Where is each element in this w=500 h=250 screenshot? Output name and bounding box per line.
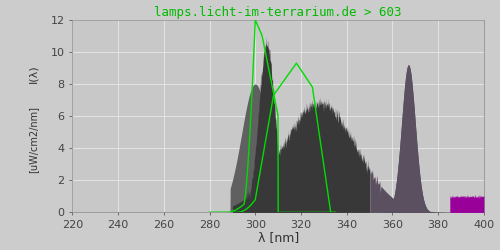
Text: I(λ): I(λ) — [28, 64, 38, 83]
Text: [uW/cm2/nm]: [uW/cm2/nm] — [28, 106, 38, 173]
Title: lamps.licht-im-terrarium.de > 603: lamps.licht-im-terrarium.de > 603 — [154, 6, 402, 18]
X-axis label: λ [nm]: λ [nm] — [258, 232, 299, 244]
